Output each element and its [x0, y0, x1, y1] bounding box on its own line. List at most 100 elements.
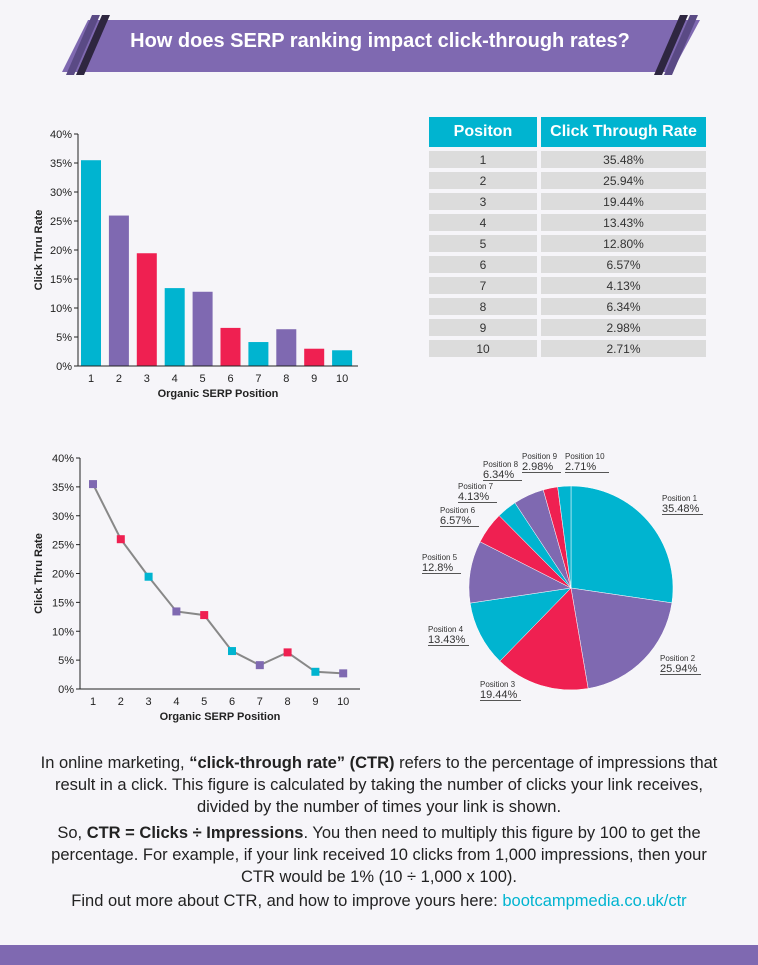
x-tick-label: 4 — [172, 373, 178, 385]
data-point — [339, 669, 348, 678]
y-tick-label: 20% — [52, 569, 74, 581]
pie-label: Position 9 2.98% — [522, 452, 562, 473]
ctr-cell: 2.98% — [541, 319, 706, 336]
y-tick-label: 10% — [52, 626, 74, 638]
ctr-definition-paragraph: In online marketing, “click-through rate… — [40, 752, 718, 818]
ctr-link[interactable]: bootcampmedia.co.uk/ctr — [502, 892, 687, 910]
x-tick-label: 5 — [200, 373, 206, 385]
position-cell: 1 — [429, 151, 537, 168]
ctr-cell: 35.48% — [541, 151, 706, 168]
position-cell: 6 — [429, 256, 537, 273]
ctr-cell: 19.44% — [541, 193, 706, 210]
pie-label-value: 35.48% — [662, 503, 700, 515]
pie-label: Position 2 25.94% — [660, 654, 702, 675]
text: In online marketing, — [40, 754, 190, 772]
x-tick-label: 1 — [90, 696, 96, 708]
y-tick-label: 0% — [56, 361, 72, 373]
ctr-table: Positon Click Through Rate 1 35.48% 2 25.94… — [425, 113, 710, 361]
pie-label-name: Position 7 — [458, 482, 494, 491]
bar — [192, 291, 213, 366]
data-point — [255, 661, 264, 670]
ctr-cell: 4.13% — [541, 277, 706, 294]
position-cell: 7 — [429, 277, 537, 294]
y-tick-label: 35% — [50, 158, 72, 170]
pie-label-name: Position 6 — [440, 506, 476, 515]
pie-label-name: Position 9 — [522, 452, 558, 461]
y-tick-label: 35% — [52, 482, 74, 494]
y-tick-label: 5% — [58, 655, 74, 667]
x-tick-label: 3 — [144, 373, 150, 385]
series-line — [92, 483, 344, 675]
x-tick-label: 8 — [283, 373, 289, 385]
pie-label: Position 5 12.8% — [422, 553, 462, 574]
pie-label-value: 4.13% — [458, 491, 490, 503]
y-tick-label: 0% — [58, 684, 74, 696]
x-tick-label: 9 — [311, 373, 317, 385]
ctr-cell: 6.57% — [541, 256, 706, 273]
table-header-ctr: Click Through Rate — [541, 117, 706, 147]
line-chart: 0% 5% 10% 15% 20% 25% 30% 35% 40% 1 2 3 4 5 6 7 8 9 10 Orga… — [33, 453, 360, 723]
y-tick-label: 15% — [50, 274, 72, 286]
pie-label-name: Position 8 — [483, 460, 519, 469]
text: refers to the percentage of impressions … — [54, 754, 718, 816]
position-cell: 8 — [429, 298, 537, 315]
pie-label-name: Position 4 — [428, 625, 464, 634]
y-tick-label: 30% — [52, 511, 74, 523]
ctr-formula-paragraph: So, CTR = Clicks ÷ Impressions. You then… — [40, 822, 718, 888]
y-tick-label: 5% — [56, 332, 72, 344]
pie-label-value: 6.57% — [440, 515, 472, 527]
x-tick-label: 3 — [146, 696, 152, 708]
more-info-paragraph: Find out more about CTR, and how to impr… — [40, 890, 718, 912]
position-cell: 4 — [429, 214, 537, 231]
table-row: 4 13.43% — [429, 214, 706, 231]
y-tick-label: 20% — [50, 245, 72, 257]
pie-label: Position 8 6.34% — [483, 460, 523, 481]
position-cell: 10 — [429, 340, 537, 357]
x-tick-label: 5 — [201, 696, 207, 708]
bar — [108, 215, 129, 366]
pie-label-name: Position 1 — [662, 494, 698, 503]
x-tick-label: 9 — [312, 696, 318, 708]
y-tick-label: 30% — [50, 187, 72, 199]
table-row: 10 2.71% — [429, 340, 706, 357]
data-point — [116, 535, 125, 544]
table-row: 7 4.13% — [429, 277, 706, 294]
pie-label-name: Position 5 — [422, 553, 458, 562]
data-point — [283, 648, 292, 657]
text: . You then need to multiply this figure … — [51, 824, 707, 886]
bar — [136, 253, 157, 366]
bar — [332, 350, 353, 366]
bar — [276, 329, 297, 366]
pie-chart — [468, 485, 674, 691]
x-tick-label: 6 — [227, 373, 233, 385]
x-tick-label: 2 — [118, 696, 124, 708]
pie-label-value: 25.94% — [660, 663, 698, 675]
pie-slice — [499, 587, 589, 691]
table-row: 5 12.80% — [429, 235, 706, 252]
pie-label: Position 4 13.43% — [428, 625, 470, 646]
position-cell: 9 — [429, 319, 537, 336]
ctr-term: “click-through rate” (CTR) — [189, 754, 395, 772]
x-tick-label: 7 — [257, 696, 263, 708]
x-tick-label: 4 — [173, 696, 179, 708]
pie-label-name: Position 10 — [565, 452, 605, 461]
ctr-cell: 25.94% — [541, 172, 706, 189]
position-cell: 2 — [429, 172, 537, 189]
y-tick-label: 25% — [52, 540, 74, 552]
footer-bar — [0, 945, 758, 965]
data-point — [89, 480, 97, 489]
ctr-cell: 6.34% — [541, 298, 706, 315]
pie-slice — [557, 485, 572, 589]
pie-label-value: 2.71% — [565, 461, 597, 473]
bar — [81, 160, 101, 366]
pie-label: Position 6 6.57% — [440, 506, 480, 527]
ctr-formula: CTR = Clicks ÷ Impressions — [86, 824, 304, 842]
y-tick-label: 40% — [50, 129, 72, 141]
x-tick-label: 10 — [336, 373, 348, 385]
pie-slice — [570, 587, 673, 689]
ctr-cell: 12.80% — [541, 235, 706, 252]
pie-label-name: Position 3 — [480, 680, 516, 689]
bar — [304, 348, 325, 366]
y-tick-label: 10% — [50, 303, 72, 315]
ctr-cell: 2.71% — [541, 340, 706, 357]
